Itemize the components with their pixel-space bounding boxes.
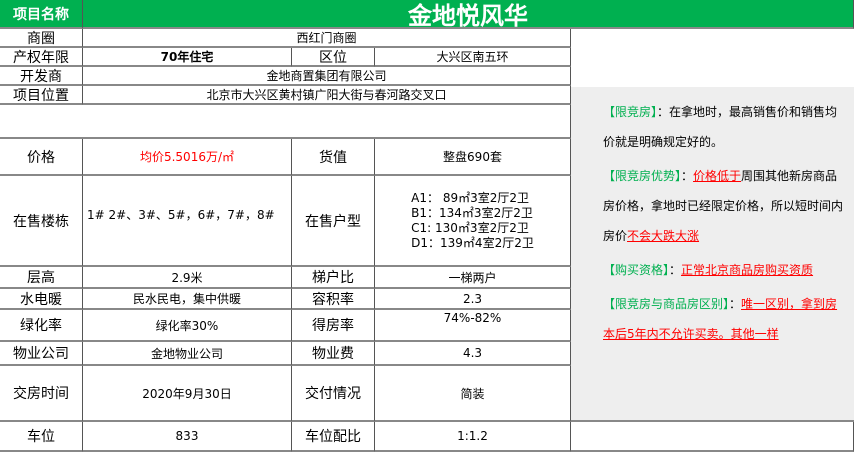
property-co-value: 金地物业公司 [83,342,292,366]
property-co-label: 物业公司 [0,342,83,366]
unit-types-label: 在售户型 [292,176,375,267]
note-title: 【限竞房优势】 [603,169,682,183]
policy-notes-panel: 【限竞房】：在拿地时，最高销售价和销售均价就是明确规定好的。 【限竞房优势】：价… [571,87,854,422]
price-value: 均价5.5016万/㎡ [83,139,292,176]
district-label: 商圈 [0,29,83,48]
header-label: 项目名称 [0,0,83,29]
note-title: 【购买资格】 [603,263,670,277]
unit-type-item: B1：134㎡3室2厅2卫 [411,205,533,220]
buildings-label: 在售楼栋 [0,176,83,267]
note-title: 【限竞房】 [603,105,658,119]
note-highlight: 唯一区别，拿到房本后5年内不允许买卖。其他一样 [603,297,838,341]
tenure-label: 产权年限 [0,48,83,67]
note-text: ：在拿地时，最高销售价和销售均价就是明确规定好的。 [603,105,838,149]
green-label: 绿化率 [0,310,83,342]
price-label: 价格 [0,139,83,176]
note-highlight: 价格低于 [693,169,742,183]
unit-type-item: D1：139㎡4室2厅2卫 [411,235,534,250]
district-value: 西红门商圈 [83,29,571,48]
green-value: 绿化率30% [83,310,292,342]
parking-ratio-label: 车位配比 [292,422,375,452]
buildings-value: 1# 2#、3#、5#，6#，7#，8# [83,176,292,267]
empty-cell [571,422,854,452]
project-title: 金地悦风华 [83,0,854,30]
blank-row [0,105,571,139]
address-value: 北京市大兴区黄村镇广阳大街与春河路交叉口 [83,86,571,105]
parking-ratio-value: 1:1.2 [375,422,571,452]
delivery-std-label: 交付情况 [292,366,375,422]
note-separator: ： [669,263,682,277]
elevator-value: 一梯两户 [375,267,571,289]
developer-label: 开发商 [0,67,83,86]
unit-type-item: C1: 130㎡3室2厅2卫 [411,220,529,235]
stock-label: 货值 [292,139,375,176]
efficiency-value: 74%-82% [375,310,571,342]
unit-types-list: A1： 89㎡3室2厅2卫 B1：134㎡3室2厅2卫 C1: 130㎡3室2厅2卫… [375,176,571,267]
note-highlight: 不会大跌大涨 [627,229,700,243]
parking-label: 车位 [0,422,83,452]
floor-height-label: 层高 [0,267,83,289]
zone-label: 区位 [292,48,375,67]
utilities-label: 水电暖 [0,289,83,310]
delivery-date-value: 2020年9月30日 [83,366,292,422]
elevator-label: 梯户比 [292,267,375,289]
note-title: 【限竞房与商品房区别】 [603,297,730,311]
far-label: 容积率 [292,289,375,310]
parking-value: 833 [83,422,292,452]
developer-value: 金地商置集团有限公司 [83,67,571,86]
property-fee-value: 4.3 [375,342,571,366]
tenure-value: 70年住宅 [83,48,292,67]
utilities-value: 民水民电，集中供暖 [83,289,292,310]
unit-type-item: A1： 89㎡3室2厅2卫 [411,190,529,205]
floor-height-value: 2.9米 [83,267,292,289]
delivery-date-label: 交房时间 [0,366,83,422]
delivery-std-value: 简装 [375,366,571,422]
note-text: 周围其他新房商品房价格，拿地时已经限定价格，所以短时间内房价 [603,169,844,243]
efficiency-label: 得房率 [292,310,375,342]
note-separator: ： [729,297,742,311]
zone-value: 大兴区南五环 [375,48,571,67]
stock-value: 整盘690套 [375,139,571,176]
address-label: 项目位置 [0,86,83,105]
note-separator: ： [681,169,694,183]
far-value: 2.3 [375,289,571,310]
note-highlight: 正常北京商品房购买资质 [681,263,814,277]
property-fee-label: 物业费 [292,342,375,366]
